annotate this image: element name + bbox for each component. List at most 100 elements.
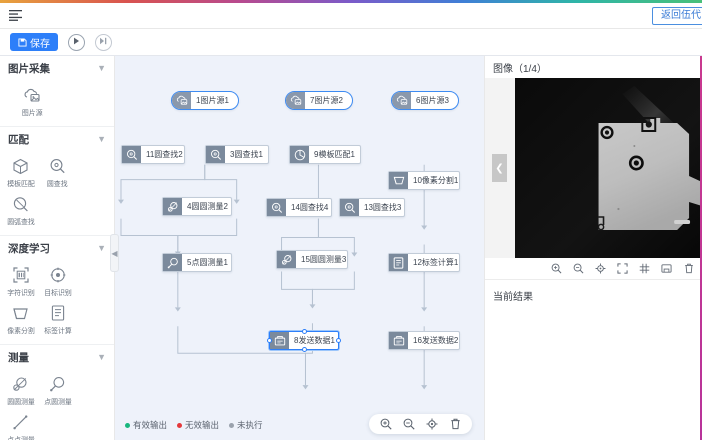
sidebar-group-items: 字符识别 目标识别 <box>0 260 114 338</box>
flow-node-label: 5点圆测量1 <box>187 258 228 267</box>
flow-node-n11[interactable]: 11圆查找2 <box>121 145 185 164</box>
chevron-down-icon[interactable]: ▼ <box>97 62 106 73</box>
zoom-out-icon[interactable] <box>573 263 584 274</box>
hamburger-icon[interactable] <box>6 8 24 24</box>
node-port-l[interactable] <box>267 338 272 343</box>
flow-node-n7[interactable]: 7图片源2 <box>285 91 353 110</box>
sidebar-group-title: 深度学习 <box>8 242 50 255</box>
sidebar-item-label: 点圆测量 <box>43 397 72 406</box>
tool-sidebar: 图片采集 ▼ 图片源 <box>0 56 115 440</box>
image-source-icon <box>392 92 411 109</box>
flow-node-n10[interactable]: 10像素分割1 <box>388 171 460 190</box>
node-port-r[interactable] <box>336 338 341 343</box>
sidebar-item-target-detect[interactable]: 目标识别 <box>39 262 76 300</box>
zoom-in-icon[interactable] <box>551 263 562 274</box>
target-icon <box>48 265 68 285</box>
sidebar-item-label: 点点测量 <box>6 435 35 440</box>
flow-node-label: 11圆查找2 <box>146 150 183 159</box>
sidebar-item-label: 字符识别 <box>6 288 35 297</box>
chevron-down-icon[interactable]: ▼ <box>97 351 106 362</box>
flow-node-label: 14圆查找4 <box>291 203 329 212</box>
flow-node-n15[interactable]: 15圆圆测量3 <box>276 250 348 269</box>
node-port-b[interactable] <box>301 347 307 352</box>
delete-icon[interactable] <box>683 263 694 274</box>
sidebar-group-title: 匹配 <box>8 133 29 146</box>
circle-find-icon <box>48 156 68 176</box>
flow-node-label: 15圆圆测量3 <box>301 255 347 264</box>
sidebar-item-pixel-segment[interactable]: 像素分割 <box>2 300 39 338</box>
step-run-button[interactable] <box>95 33 112 51</box>
sidebar-item-label-calc[interactable]: 标签计算 <box>39 300 76 338</box>
save-button[interactable]: 保存 <box>10 33 58 51</box>
fit-center-icon[interactable] <box>426 418 438 430</box>
sidebar-collapse-handle[interactable]: ◀ <box>110 234 119 272</box>
circle-find-icon <box>206 146 225 163</box>
flow-node-label: 16发送数据2 <box>413 336 459 345</box>
sidebar-item-label: 圆圆测量 <box>6 397 35 406</box>
current-result-title: 当前结果 <box>493 292 533 303</box>
flow-node-n9[interactable]: 9模板匹配1 <box>289 145 361 164</box>
title-bar: 返回伍代 <box>0 3 702 29</box>
flow-node-n6[interactable]: 6图片源3 <box>391 91 459 110</box>
sidebar-group-header[interactable]: 深度学习 ▼ <box>0 236 114 260</box>
send-data-icon <box>270 332 289 349</box>
chevron-down-icon[interactable]: ▼ <box>97 242 106 253</box>
image-source-icon <box>286 92 305 109</box>
sidebar-group-header[interactable]: 图片采集 ▼ <box>0 56 114 80</box>
flow-node-label: 4圆圆测量2 <box>187 202 228 211</box>
flow-node-n14[interactable]: 14圆查找4 <box>266 198 332 217</box>
image-viewer[interactable]: ❮ <box>485 78 702 258</box>
node-port-t[interactable] <box>301 329 307 334</box>
flow-node-n4[interactable]: 4圆圆测量2 <box>162 197 232 216</box>
flow-node-n5[interactable]: 5点圆测量1 <box>162 253 232 272</box>
flow-node-label: 6图片源3 <box>416 96 449 105</box>
zoom-in-icon[interactable] <box>380 418 392 430</box>
main-body: 图片采集 ▼ 图片源 <box>0 56 702 440</box>
circle-find-icon <box>267 199 286 216</box>
flow-node-n12[interactable]: 12标签计算1 <box>388 253 460 272</box>
sidebar-group-items: 模板匹配 圆查找 <box>0 151 114 229</box>
run-button[interactable] <box>68 33 85 51</box>
flow-canvas[interactable]: 1图片源1 7图片源2 6图片源3 11圆查找2 3圆查找1 9模板匹配1 10像素分割1 4… <box>115 56 484 440</box>
delete-icon[interactable] <box>449 418 461 430</box>
fit-center-icon[interactable] <box>595 263 606 274</box>
flow-node-label: 8发送数据1 <box>294 336 335 345</box>
sidebar-item-point-point-measure[interactable]: 点点测量 <box>2 409 39 440</box>
flow-node-n13[interactable]: 13圆查找3 <box>339 198 405 217</box>
arc-find-icon <box>11 194 31 214</box>
play-icon <box>73 36 80 48</box>
flow-node-n16[interactable]: 16发送数据2 <box>388 331 460 350</box>
sidebar-item-image-source[interactable]: 图片源 <box>2 82 62 120</box>
flow-node-n1[interactable]: 1图片源1 <box>171 91 239 110</box>
sidebar-item-template-match[interactable]: 模板匹配 <box>2 153 39 191</box>
sidebar-group-header[interactable]: 测量 ▼ <box>0 345 114 369</box>
prev-image-button[interactable]: ❮ <box>492 154 507 182</box>
back-button[interactable]: 返回伍代 <box>652 7 702 25</box>
legend-dot-valid <box>125 422 130 428</box>
flow-node-label: 10像素分割1 <box>413 176 459 185</box>
sidebar-item-point-circle-measure[interactable]: 点圆测量 <box>39 371 76 409</box>
sidebar-group-items: 图片源 <box>0 80 114 120</box>
chevron-left-icon: ❮ <box>495 162 504 174</box>
legend-label: 有效输出 <box>133 420 168 430</box>
sidebar-item-circle-circle-measure[interactable]: 圆圆测量 <box>2 371 39 409</box>
sidebar-group-header[interactable]: 匹配 ▼ <box>0 127 114 151</box>
point-circle-measure-icon <box>163 254 182 271</box>
segment-icon <box>11 303 31 323</box>
circle-circle-measure-icon <box>11 374 31 394</box>
chevron-down-icon[interactable]: ▼ <box>97 133 106 144</box>
zoom-out-icon[interactable] <box>403 418 415 430</box>
image-source-icon <box>22 85 42 105</box>
sidebar-item-label: 模板匹配 <box>6 179 35 188</box>
sidebar-item-arc-find[interactable]: 圆弧查找 <box>2 191 39 229</box>
grid-icon[interactable] <box>639 263 650 274</box>
image-source-icon <box>172 92 191 109</box>
sidebar-item-ocr[interactable]: 字符识别 <box>2 262 39 300</box>
sidebar-group-measure: 测量 ▼ 圆圆测量 <box>0 345 114 440</box>
flow-node-n3[interactable]: 3圆查找1 <box>205 145 269 164</box>
flow-node-n8[interactable]: 8发送数据1 <box>267 329 341 352</box>
sidebar-item-circle-find[interactable]: 圆查找 <box>39 153 76 191</box>
sidebar-item-label: 标签计算 <box>43 326 72 335</box>
save-image-icon[interactable] <box>661 263 672 274</box>
fullscreen-icon[interactable] <box>617 263 628 274</box>
